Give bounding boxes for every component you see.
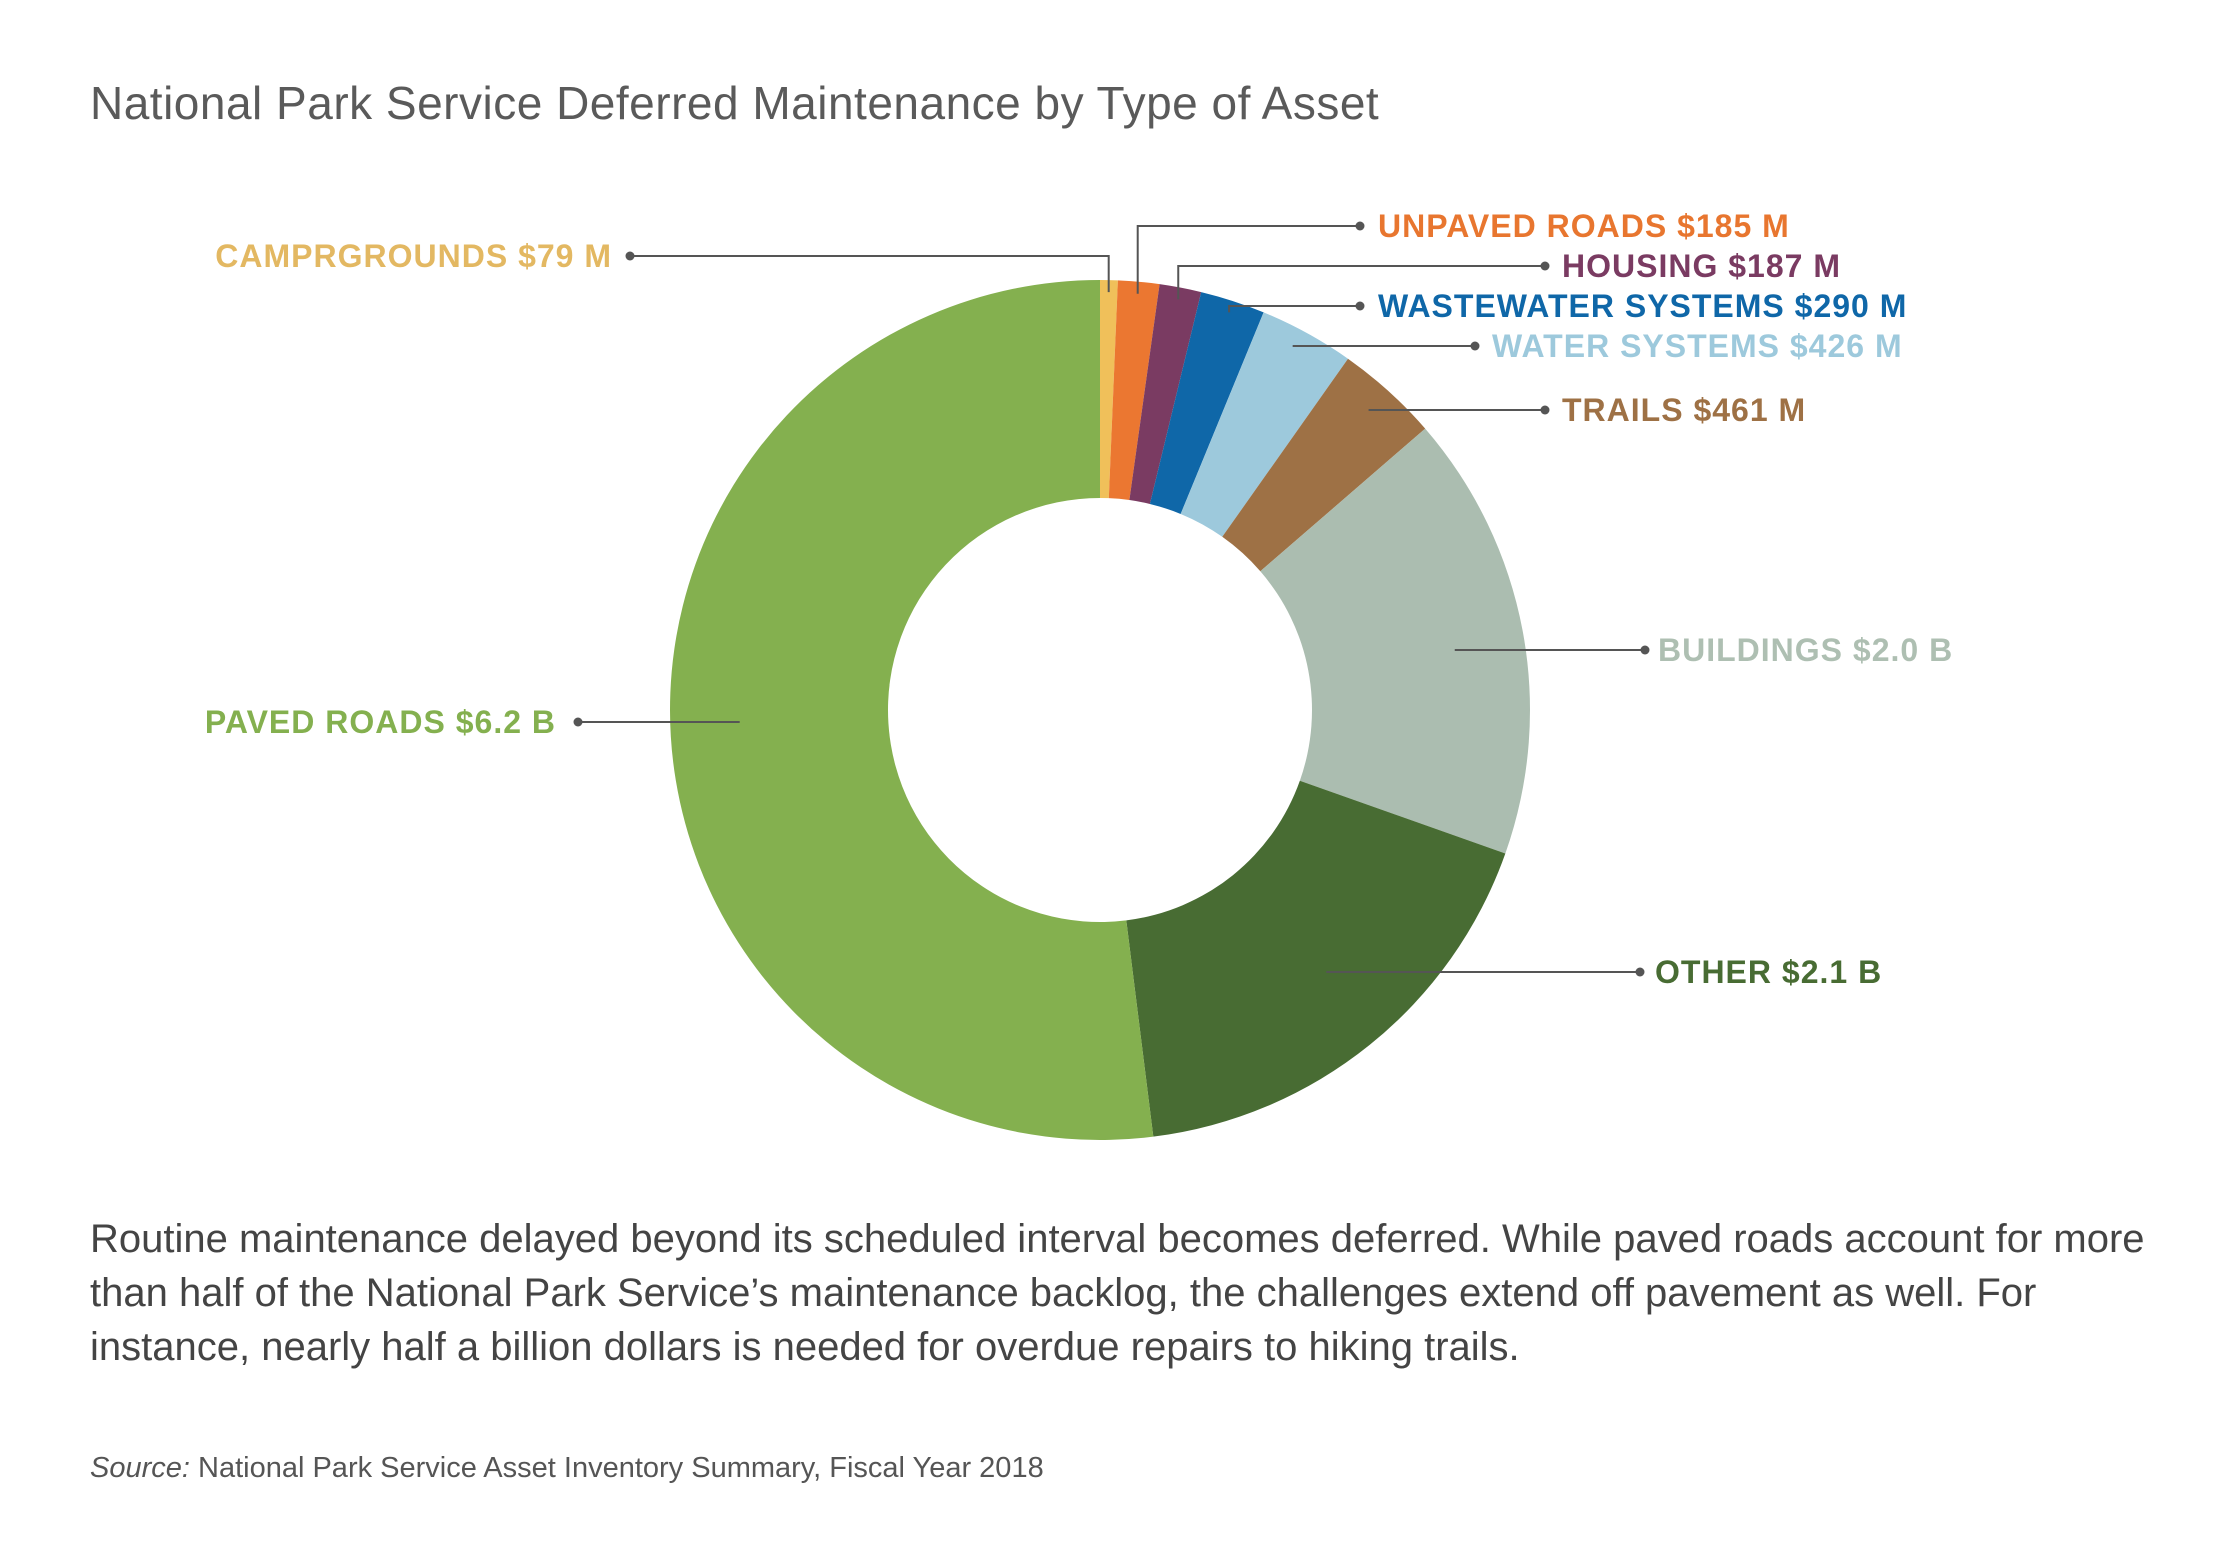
source-label: Source: <box>90 1452 190 1484</box>
slice-buildings <box>1260 428 1530 854</box>
label-other: OTHER $2.1 B <box>1655 954 1882 990</box>
label-buildings: BUILDINGS $2.0 B <box>1658 632 1953 668</box>
slice-other <box>1126 780 1506 1137</box>
leader-dot-water <box>1470 341 1480 351</box>
leader-dot-camprgrounds <box>625 251 635 261</box>
label-camprgrounds: CAMPRGROUNDS $79 M <box>215 238 612 274</box>
leader-line-unpaved <box>1136 225 1360 294</box>
leader-dot-paved <box>573 717 583 727</box>
leader-line-housing <box>1177 265 1545 300</box>
leader-dot-buildings <box>1640 645 1650 655</box>
slice-wastewater <box>1149 292 1264 514</box>
label-paved: PAVED ROADS $6.2 B <box>205 704 556 740</box>
slice-trails <box>1222 358 1426 572</box>
slice-housing <box>1129 284 1202 504</box>
source-text: National Park Service Asset Inventory Su… <box>189 1452 1044 1484</box>
chart-description: Routine maintenance delayed beyond its s… <box>90 1217 2145 1369</box>
label-unpaved: UNPAVED ROADS $185 M <box>1378 208 1790 244</box>
donut-chart: CAMPRGROUNDS $79 M UNPAVED ROADS $185 M HO… <box>205 208 1953 1141</box>
leader-line-camprgrounds <box>630 255 1110 293</box>
label-water: WATER SYSTEMS $426 M <box>1492 328 1903 364</box>
label-trails: TRAILS $461 M <box>1562 392 1806 428</box>
leader-dot-housing <box>1540 261 1550 271</box>
slice-unpaved <box>1108 280 1160 501</box>
leader-dot-other <box>1635 967 1645 977</box>
leader-dot-trails <box>1540 405 1550 415</box>
leader-dot-unpaved <box>1355 221 1365 231</box>
leader-line-wastewater <box>1228 305 1360 313</box>
label-wastewater: WASTEWATER SYSTEMS $290 M <box>1378 288 1907 324</box>
leader-dot-wastewater <box>1355 301 1365 311</box>
slice-camprgrounds <box>1100 280 1118 499</box>
label-housing: HOUSING $187 M <box>1562 248 1841 284</box>
source-note: Source: National Park Service Asset Inve… <box>90 1452 1044 1485</box>
slice-water <box>1180 312 1348 537</box>
slice-paved <box>670 280 1154 1141</box>
chart-title: National Park Service Deferred Maintenan… <box>90 77 1380 129</box>
